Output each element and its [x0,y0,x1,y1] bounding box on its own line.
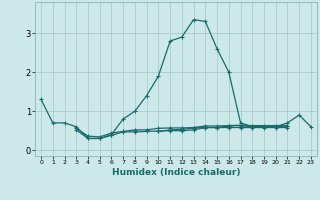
X-axis label: Humidex (Indice chaleur): Humidex (Indice chaleur) [112,168,240,177]
